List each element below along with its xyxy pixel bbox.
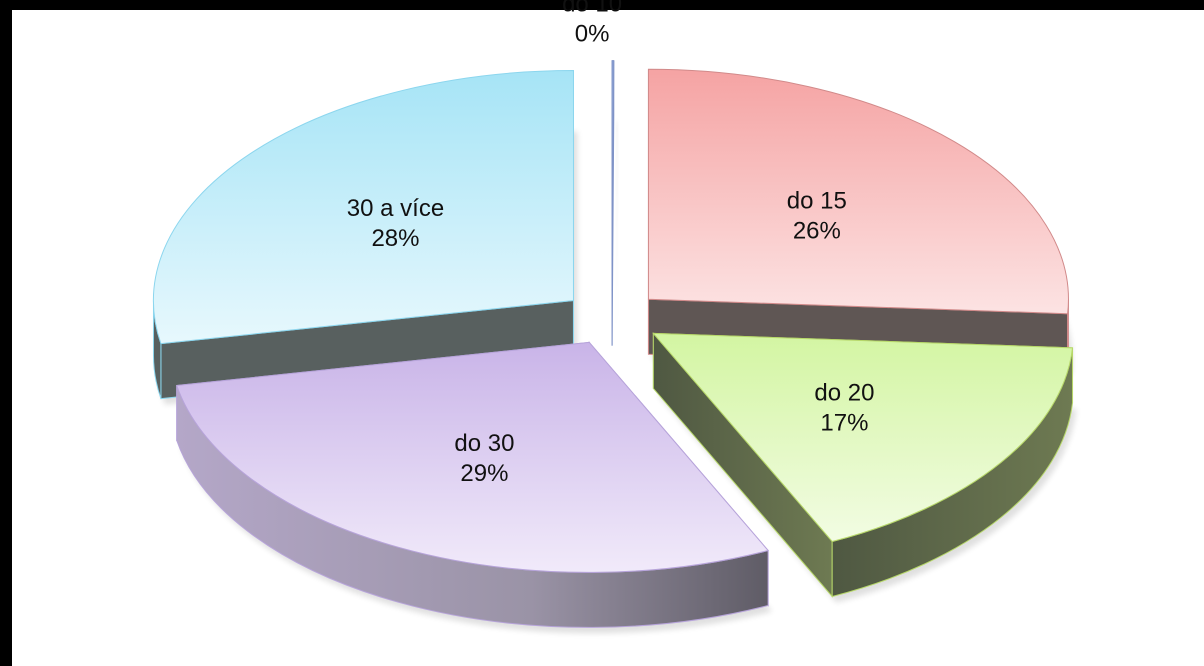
- slice-label-percent: 26%: [793, 218, 841, 245]
- slice-top: [176, 341, 770, 573]
- slice-label-percent: 17%: [820, 409, 868, 436]
- slice-top: [652, 332, 1074, 543]
- slice-top: [611, 60, 615, 291]
- slice-label-percent: 29%: [460, 460, 508, 487]
- slice-0: [611, 60, 618, 352]
- slice-top: [647, 68, 1069, 315]
- slice-1: [647, 68, 1073, 375]
- slice-2: [652, 332, 1077, 603]
- slice-label-category: do 15: [787, 188, 847, 215]
- slice-3: [176, 341, 773, 634]
- slice-label-category: 30 a více: [347, 195, 444, 222]
- slice-label-percent: 28%: [371, 225, 419, 252]
- slice-top: [153, 70, 574, 345]
- slice-label-category: do 10: [562, 0, 622, 18]
- slice-4: [152, 70, 578, 405]
- slice-label-category: do 30: [454, 430, 514, 457]
- slice-label-percent: 0%: [575, 21, 610, 48]
- slice-label-category: do 20: [814, 379, 874, 406]
